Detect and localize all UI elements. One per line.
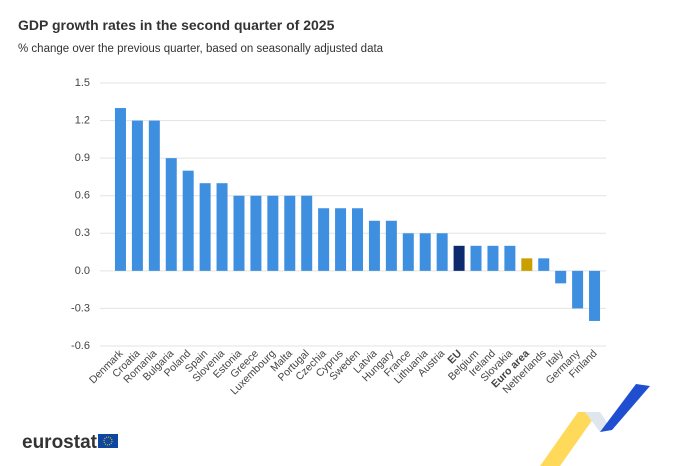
bar — [589, 270, 601, 321]
bar — [199, 183, 211, 271]
bar — [182, 170, 194, 271]
bar — [572, 270, 584, 309]
decoration — [540, 384, 650, 466]
bar — [538, 258, 550, 271]
bar — [521, 258, 533, 271]
bar — [419, 233, 431, 271]
bar — [487, 245, 499, 271]
bar — [436, 233, 448, 271]
eu-flag — [98, 434, 118, 448]
bar — [368, 220, 380, 271]
bar — [470, 245, 482, 271]
bar — [385, 220, 397, 271]
y-tick-label: 1.2 — [75, 114, 90, 126]
bar — [216, 183, 228, 271]
bar — [402, 233, 414, 271]
bar — [148, 120, 160, 271]
bar — [267, 195, 279, 271]
bar — [131, 120, 143, 271]
y-tick-label: 0.0 — [75, 265, 90, 277]
logo-text: eurostat — [22, 432, 98, 453]
bar — [318, 208, 330, 271]
bar — [555, 270, 567, 284]
bar — [335, 208, 347, 271]
y-tick-label: 1.5 — [75, 77, 90, 89]
bar — [301, 195, 313, 271]
y-tick-label: 0.9 — [75, 152, 90, 164]
bar — [504, 245, 516, 271]
chart-title: GDP growth rates in the second quarter o… — [18, 17, 335, 33]
bar — [165, 158, 177, 271]
bar — [233, 195, 245, 271]
y-tick-label: 0.3 — [75, 227, 90, 239]
y-tick-label: 0.6 — [75, 190, 90, 202]
bar — [284, 195, 296, 271]
chart-subtitle: % change over the previous quarter, base… — [18, 43, 384, 55]
bar — [114, 108, 126, 271]
y-tick-label: -0.6 — [71, 340, 90, 352]
y-tick-label: -0.3 — [71, 302, 90, 314]
bar — [453, 245, 465, 271]
bar — [250, 195, 262, 271]
bar — [352, 208, 363, 271]
